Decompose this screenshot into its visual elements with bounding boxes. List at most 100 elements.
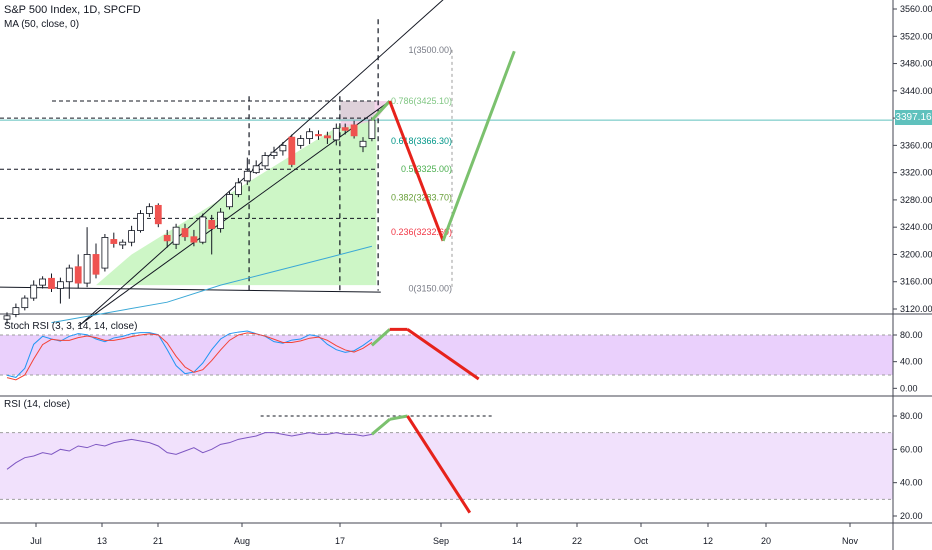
candle[interactable] [172,226,180,245]
stoch-tick-label: 80.00 [900,330,923,340]
price-tick-label: 3520.00 [900,31,932,41]
candle[interactable] [65,267,73,283]
time-tick-label: 17 [335,536,345,546]
rsi-tick-label: 80.00 [900,411,923,421]
time-tick-label: 13 [97,536,107,546]
stoch-tick-label: 0.00 [900,383,918,393]
ma-line [51,245,373,324]
stoch-k-line [6,330,373,378]
time-tick-label: 21 [153,536,163,546]
candle[interactable] [12,307,20,315]
candle[interactable] [270,151,278,156]
price-tick-label: 3360.00 [900,140,932,150]
stoch-rsi-legend: Stoch RSI (3, 3, 14, 14, close) [4,321,138,332]
ma-legend: MA (50, close, 0) [4,19,80,30]
time-tick-label: 22 [572,536,582,546]
candle[interactable] [359,140,367,148]
price-tick-label: 3280.00 [900,195,932,205]
time-tick-label: 12 [703,536,713,546]
price-tick-label: 3160.00 [900,277,932,287]
candle[interactable] [190,236,198,243]
time-tick-label: 20 [761,536,771,546]
candle[interactable] [234,182,242,195]
stoch-tick-label: 40.00 [900,357,923,367]
candle[interactable] [30,284,38,299]
price-tag-value: 3397.16 [895,112,932,123]
fib-level-label: 0(3150.00) [408,284,452,294]
fib-level-label: 1(3500.00) [408,45,452,55]
candle[interactable] [341,127,349,131]
rsi-band [0,432,893,500]
candle[interactable] [101,237,109,269]
candle[interactable] [323,135,331,139]
candle[interactable] [261,155,269,167]
rsi-line [6,432,372,470]
rsi-projection-segment [406,415,472,514]
candle[interactable] [350,124,358,137]
price-projection-segment [441,50,516,242]
candle[interactable] [119,241,127,246]
price-tag: 3397.16 [895,110,932,125]
candle[interactable] [110,239,118,244]
candle[interactable] [226,194,233,208]
candle[interactable] [154,204,162,225]
candle[interactable] [199,216,207,243]
rsi-projection-segment [370,418,391,436]
stoch-projection-segment [370,328,391,347]
price-tick-label: 3240.00 [900,222,932,232]
candle[interactable] [74,266,82,284]
fib-level-label: 0.5(3325.00) [401,164,452,174]
candle[interactable] [315,134,322,137]
candle[interactable] [163,234,171,242]
candle[interactable] [145,206,153,214]
chart-title: S&P 500 Index, 1D, SPCFD [4,4,141,16]
rsi-tick-label: 20.00 [900,511,923,521]
candle[interactable] [21,297,29,309]
time-tick-label: Sep [433,536,449,546]
price-tick-label: 3120.00 [900,304,932,314]
price-tick-label: 3440.00 [900,86,932,96]
rsi-projection-segment [389,414,408,421]
candle[interactable] [243,170,251,182]
candle[interactable] [252,165,260,174]
candle[interactable] [181,228,189,238]
candle[interactable] [3,315,11,320]
candle[interactable] [83,254,91,284]
rsi-tick-label: 60.00 [900,444,923,454]
time-tick-label: Aug [234,536,250,546]
price-tick-label: 3560.00 [900,4,932,14]
fib-fill-lower [96,120,377,286]
candle[interactable] [368,119,376,139]
price-projection-segment [370,100,391,122]
candle[interactable] [279,144,287,152]
price-tick-label: 3480.00 [900,59,932,69]
rsi-tick-label: 40.00 [900,478,923,488]
candle[interactable] [306,131,314,139]
candle[interactable] [217,211,225,229]
candle[interactable] [48,277,55,289]
box-selection [338,101,375,122]
fib-level-label: 0.786(3425.10) [391,96,452,106]
candle[interactable] [128,230,136,243]
candle[interactable] [332,127,340,141]
candle[interactable] [57,281,64,289]
candle[interactable] [92,254,100,275]
rsi-legend: RSI (14, close) [4,399,71,410]
price-tick-label: 3200.00 [900,249,932,259]
time-tick-label: Jul [30,536,42,546]
candle[interactable] [288,136,296,165]
candle[interactable] [39,278,46,286]
candle[interactable] [208,219,216,229]
fib-level-label: 0.382(3283.70) [391,192,452,202]
candle[interactable] [137,213,144,231]
price-projection-segment [388,100,445,242]
time-tick-label: Oct [634,536,649,546]
fib-level-label: 0.236(3232.60) [391,227,452,237]
price-tick-label: 3320.00 [900,168,932,178]
fib-level-label: 0.618(3366.30) [391,136,452,146]
stoch-projection-segment [406,328,480,381]
time-tick-label: Nov [842,536,859,546]
candle[interactable] [297,138,305,146]
